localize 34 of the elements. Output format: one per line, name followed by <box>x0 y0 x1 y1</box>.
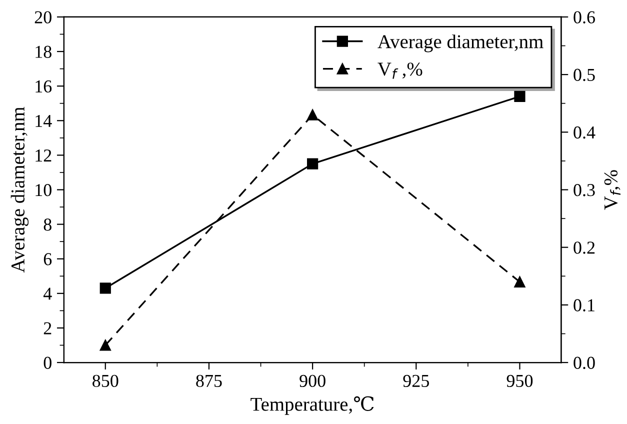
y2-tick-label: 0.5 <box>574 68 595 82</box>
y-tick-label: 0 <box>44 356 52 369</box>
y-tick-label: 18 <box>36 46 52 58</box>
y-tick-label: 8 <box>44 218 52 231</box>
y-tick-label: 12 <box>36 149 52 162</box>
point <box>100 282 111 294</box>
y2-tick-label: 0.6 <box>574 11 595 24</box>
y-tick-label: 14 <box>36 114 52 127</box>
x-tick-label: 900 <box>300 374 326 388</box>
y-tick-label: 20 <box>34 11 52 24</box>
x-tick-label: 925 <box>403 374 429 388</box>
y2-tick-label: 0.4 <box>574 126 596 139</box>
point <box>307 109 318 120</box>
y2-tick-label: 0.0 <box>574 356 595 370</box>
y2-tick-label: 0.3 <box>574 184 595 196</box>
x-tick-label: 950 <box>506 374 533 388</box>
point <box>514 90 526 102</box>
x-axis-title: Temperature,℃ <box>250 396 374 415</box>
y-tick-label: 6 <box>44 253 52 266</box>
point <box>307 158 318 170</box>
point <box>100 340 111 351</box>
y-axis-title: Average diameter,nm <box>10 106 29 273</box>
x-tick-label: 850 <box>92 374 118 388</box>
y-tick-label: 2 <box>44 322 52 334</box>
legend-label: Average diameter,nm <box>378 34 544 52</box>
x-tick-label: 875 <box>196 374 222 388</box>
y2-tick-label: 0.1 <box>574 299 594 312</box>
y-tick-label: 4 <box>43 288 52 300</box>
y2-tick-label: 0.2 <box>574 242 595 254</box>
legend-label: V$_{f}$ ,% <box>378 62 422 79</box>
y-tick-label: 16 <box>36 80 52 93</box>
point <box>514 276 526 288</box>
y-tick-label: 10 <box>36 184 52 196</box>
y2-axis-title: V$_{f}$,% <box>604 170 620 210</box>
